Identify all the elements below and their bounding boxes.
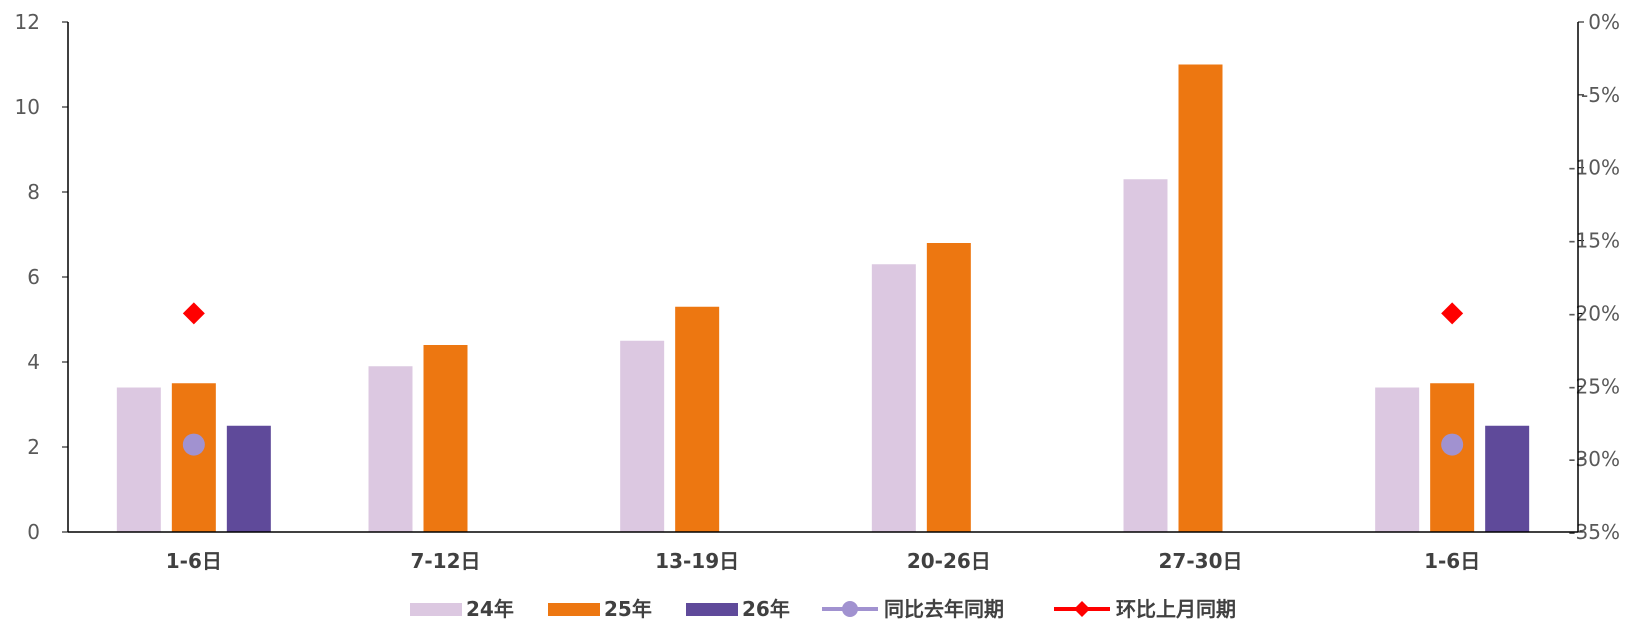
bars <box>116 64 1530 532</box>
left-tick-label: 12 <box>15 10 40 34</box>
right-tick-label: 0% <box>1588 10 1620 34</box>
legend-swatch <box>686 603 738 616</box>
bar <box>171 383 216 532</box>
legend-label: 25年 <box>604 597 652 621</box>
left-tick-label: 6 <box>27 265 40 289</box>
axes <box>67 22 1579 533</box>
bar <box>926 243 971 532</box>
bar <box>116 387 161 532</box>
left-tick-label: 4 <box>27 350 40 374</box>
marker-point <box>1441 302 1464 325</box>
right-axis-ticks: -35%-30%-25%-20%-15%-10%-5%0% <box>1568 10 1620 544</box>
category-label: 27-30日 <box>1159 549 1243 573</box>
bar <box>1123 179 1168 532</box>
bar <box>226 425 271 532</box>
legend-label: 26年 <box>742 597 790 621</box>
marker-point <box>182 302 205 325</box>
left-tick-label: 2 <box>27 435 40 459</box>
category-label: 1-6日 <box>1424 549 1480 573</box>
category-label: 20-26日 <box>907 549 991 573</box>
right-tick-label: -15% <box>1568 229 1620 253</box>
marker-point <box>1441 433 1464 456</box>
right-tick-label: -20% <box>1568 301 1620 325</box>
legend: 24年 25年 26年 同比去年同期 环比上月同期 <box>410 597 1236 621</box>
bar <box>871 264 916 532</box>
right-tick-label: -5% <box>1581 83 1620 107</box>
category-label: 7-12日 <box>410 549 480 573</box>
marker-point <box>182 433 205 456</box>
category-label: 1-6日 <box>166 549 222 573</box>
right-tick-label: -10% <box>1568 156 1620 180</box>
bar <box>423 345 468 532</box>
category-label: 13-19日 <box>655 549 739 573</box>
legend-item: 环比上月同期 <box>1054 597 1236 621</box>
bar <box>675 306 720 532</box>
legend-swatch <box>410 603 462 616</box>
bar <box>620 340 665 532</box>
legend-item: 24年 <box>410 597 514 621</box>
right-tick-label: -30% <box>1568 447 1620 471</box>
bar <box>1178 64 1223 532</box>
left-tick-label: 8 <box>27 180 40 204</box>
legend-marker <box>842 601 858 617</box>
bar <box>368 366 413 532</box>
left-tick-label: 0 <box>27 520 40 544</box>
right-tick-label: -25% <box>1568 374 1620 398</box>
legend-label: 同比去年同期 <box>884 597 1004 621</box>
left-axis-ticks: 0 2 4 6 8 10 12 <box>15 10 68 544</box>
legend-label: 24年 <box>466 597 514 621</box>
category-labels: 1-6日 7-12日 13-19日 20-26日 27-30日 1-6日 <box>166 549 1480 573</box>
bar <box>1375 387 1420 532</box>
legend-item: 25年 <box>548 597 652 621</box>
legend-label: 环比上月同期 <box>1116 597 1236 621</box>
bar <box>1430 383 1475 532</box>
left-tick-label: 10 <box>15 95 40 119</box>
legend-item: 同比去年同期 <box>822 597 1004 621</box>
legend-swatch <box>548 603 600 616</box>
markers <box>182 302 1464 456</box>
legend-item: 26年 <box>686 597 790 621</box>
legend-marker <box>1074 601 1090 617</box>
bar <box>1485 425 1530 532</box>
